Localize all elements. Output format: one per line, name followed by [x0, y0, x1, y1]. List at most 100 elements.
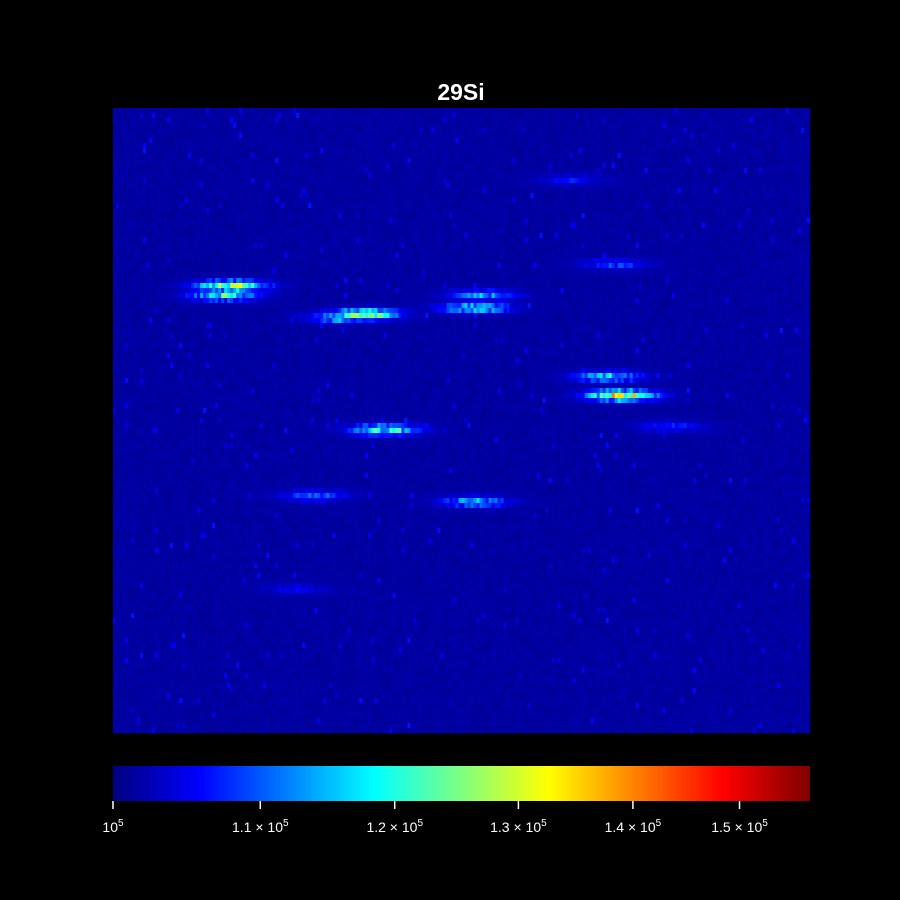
heatmap-cell	[215, 208, 219, 214]
heatmap-cell	[149, 183, 153, 189]
heatmap-cell	[419, 208, 423, 214]
heatmap-cell	[422, 198, 426, 204]
heatmap-cell	[650, 128, 655, 134]
heatmap-cell	[731, 148, 736, 154]
heatmap-cell	[545, 198, 549, 204]
heatmap-cell	[632, 193, 637, 199]
heatmap-cell	[443, 148, 447, 154]
heatmap-cell	[230, 113, 234, 119]
heatmap-cell	[464, 153, 468, 159]
heatmap-cell	[527, 168, 531, 174]
heatmap-cell	[302, 203, 306, 209]
heatmap-cell	[116, 173, 120, 179]
heatmap-cell	[626, 203, 631, 209]
heatmap-cell	[443, 123, 447, 129]
heatmap-cell	[698, 168, 703, 174]
heatmap-cell	[149, 198, 153, 204]
heatmap-cell	[248, 198, 252, 204]
heatmap-cell	[179, 168, 183, 174]
heatmap-cell	[734, 168, 739, 174]
heatmap-cell	[662, 153, 667, 159]
heatmap-cell	[449, 148, 453, 154]
heatmap-cell	[476, 178, 480, 184]
heatmap-cell	[641, 123, 646, 129]
heatmap-cell	[638, 108, 643, 114]
heatmap-cell	[272, 123, 276, 129]
heatmap-cell	[374, 213, 378, 219]
heatmap-cell	[605, 178, 610, 184]
heatmap-cell	[368, 163, 372, 169]
heatmap-cell	[386, 183, 390, 189]
heatmap-cell	[263, 113, 267, 119]
heatmap-cell	[200, 153, 204, 159]
heatmap-cell	[485, 193, 489, 199]
heatmap-cell	[686, 193, 691, 199]
heatmap-cell	[665, 163, 670, 169]
heatmap-cell	[149, 158, 153, 164]
heatmap-cell	[521, 133, 525, 139]
heatmap-cell	[368, 123, 372, 129]
heatmap-cell	[356, 158, 360, 164]
heatmap-cell	[491, 183, 495, 189]
heatmap-cell	[407, 198, 411, 204]
heatmap-cell	[224, 148, 228, 154]
heatmap-cell	[200, 143, 204, 149]
heatmap-cell	[320, 133, 324, 139]
heatmap-cell	[347, 183, 351, 189]
heatmap-cell	[587, 128, 591, 134]
heatmap-cell	[314, 198, 318, 204]
heatmap-cell	[644, 188, 649, 194]
heatmap-cell	[191, 208, 195, 214]
heatmap-cell	[749, 158, 754, 164]
heatmap-cell	[533, 208, 537, 214]
heatmap-cell	[440, 133, 444, 139]
heatmap-cell	[716, 123, 721, 129]
heatmap-cell	[503, 113, 507, 119]
heatmap-cell	[290, 203, 294, 209]
heatmap-cell	[443, 118, 447, 124]
heatmap-cell	[179, 128, 183, 134]
heatmap-cell	[623, 133, 628, 139]
heatmap-cell	[461, 163, 465, 169]
heatmap-cell	[704, 113, 709, 119]
heatmap-cell	[776, 108, 781, 114]
heatmap-cell	[155, 188, 159, 194]
heatmap-cell	[689, 148, 694, 154]
heatmap-cell	[587, 158, 591, 164]
heatmap-cell	[488, 133, 492, 139]
heatmap-cell	[344, 193, 348, 199]
heatmap-cell	[140, 168, 144, 174]
heatmap-cell	[614, 128, 619, 134]
heatmap-cell	[368, 213, 372, 219]
heatmap-cell	[599, 168, 603, 174]
heatmap-cell	[668, 173, 673, 179]
heatmap-cell	[392, 168, 396, 174]
heatmap-cell	[701, 118, 706, 124]
heatmap-cell	[449, 113, 453, 119]
heatmap-cell	[116, 178, 120, 184]
heatmap-cell	[671, 108, 676, 114]
heatmap-cell	[461, 143, 465, 149]
heatmap-cell	[581, 183, 585, 189]
heatmap-cell	[659, 148, 664, 154]
heatmap-cell	[221, 118, 225, 124]
heatmap-cell	[455, 188, 459, 194]
heatmap-cell	[686, 148, 691, 154]
heatmap-cell	[470, 113, 474, 119]
heatmap-cell	[392, 118, 396, 124]
heatmap-cell	[407, 118, 411, 124]
heatmap-cell	[545, 208, 549, 214]
heatmap-cell	[800, 193, 805, 199]
heatmap-cell	[326, 133, 330, 139]
heatmap-cell	[719, 193, 724, 199]
heatmap-cell	[398, 148, 402, 154]
heatmap-cell	[473, 213, 477, 219]
heatmap-cell	[596, 128, 600, 134]
heatmap-cell	[407, 163, 411, 169]
heatmap-cell	[656, 128, 661, 134]
heatmap-cell	[605, 158, 610, 164]
heatmap-cell	[416, 138, 420, 144]
heatmap-cell	[401, 168, 405, 174]
heatmap-cell	[227, 173, 231, 179]
heatmap-cell	[647, 138, 652, 144]
